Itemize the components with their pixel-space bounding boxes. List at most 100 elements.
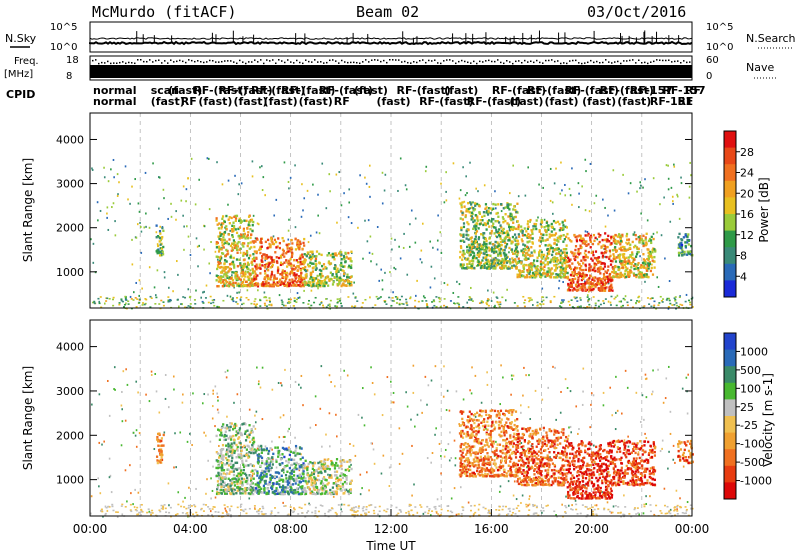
echo-cell [295, 276, 298, 279]
echo-speckle [118, 181, 120, 184]
echo-cell [620, 260, 623, 263]
echo-speckle [627, 192, 630, 195]
echo-cell [237, 240, 240, 244]
ground-scatter-mark [304, 515, 307, 518]
echo-cell [306, 282, 309, 285]
ground-scatter-mark [194, 303, 197, 305]
ground-scatter-mark [426, 505, 429, 508]
echo-cell [460, 228, 463, 232]
ground-scatter-mark [680, 506, 683, 509]
echo-cell [266, 274, 269, 277]
echo-speckle [110, 168, 112, 171]
echo-cell [217, 280, 221, 283]
echo-speckle [226, 294, 229, 297]
ground-scatter-mark [620, 305, 623, 308]
echo-cell [558, 222, 561, 226]
echo-speckle [690, 507, 692, 510]
echo-speckle [462, 166, 464, 169]
ground-scatter-mark [457, 302, 460, 305]
echo-cell [215, 255, 218, 258]
echo-cell [319, 283, 322, 287]
echo-speckle [260, 165, 263, 168]
echo-cell [323, 278, 326, 282]
echo-speckle [593, 444, 595, 447]
echo-cell [648, 262, 652, 266]
echo-cell [222, 282, 226, 285]
echo-cell [563, 251, 566, 254]
ground-scatter-mark [549, 300, 552, 302]
ground-scatter-mark [564, 512, 567, 514]
echo-cell [269, 255, 272, 259]
echo-cell [638, 272, 641, 276]
echo-cell [265, 280, 268, 283]
echo-speckle [593, 202, 596, 205]
ground-scatter-mark [593, 508, 596, 511]
echo-cell [637, 266, 640, 270]
echo-speckle [259, 386, 262, 389]
ground-scatter-mark [675, 307, 678, 310]
echo-cell [255, 251, 258, 255]
echo-cell [600, 278, 603, 281]
echo-cell [245, 219, 248, 223]
ground-scatter-mark [354, 296, 357, 298]
echo-cell [220, 227, 223, 230]
echo-speckle [541, 511, 543, 514]
nave-tick-bottom: 0 [706, 71, 712, 82]
echo-cell [481, 219, 484, 222]
echo-speckle [399, 157, 402, 160]
echo-cell [231, 234, 234, 237]
echo-cell [538, 271, 541, 275]
ground-scatter-mark [542, 509, 545, 512]
ground-scatter-mark [311, 511, 314, 514]
echo-cell [276, 245, 279, 248]
echo-speckle [555, 167, 557, 170]
echo-cell [488, 263, 491, 267]
echo-speckle [689, 161, 691, 164]
ground-scatter-mark [164, 507, 167, 510]
echo-cell [510, 225, 513, 229]
echo-cell [639, 234, 642, 238]
echo-cell [507, 215, 510, 218]
echo-cell [242, 245, 245, 248]
echo-speckle [139, 225, 142, 228]
echo-cell [590, 288, 593, 291]
echo-cell [627, 275, 631, 279]
echo-cell [533, 265, 536, 268]
echo-cell [290, 238, 293, 242]
echo-cell [567, 256, 570, 260]
echo-cell [563, 273, 566, 276]
ground-scatter-mark [513, 302, 516, 304]
ground-scatter-mark [135, 509, 138, 512]
echo-cell [590, 282, 593, 286]
echo-cell [634, 267, 638, 271]
ground-scatter-mark [322, 306, 325, 309]
ground-scatter-mark [458, 305, 461, 308]
echo-cell [470, 243, 473, 246]
nave-point [308, 60, 310, 63]
echo-cell [613, 241, 617, 244]
echo-speckle [302, 209, 304, 212]
echo-speckle [132, 503, 134, 506]
echo-cell [469, 250, 472, 253]
echo-cell [605, 271, 608, 275]
echo-cell [254, 266, 258, 270]
echo-speckle [391, 401, 394, 404]
ground-scatter-mark [277, 511, 280, 514]
ground-scatter-mark [374, 506, 377, 509]
echo-cell [239, 263, 242, 267]
colorbar-segment [724, 180, 736, 198]
echo-cell [483, 242, 486, 246]
echo-speckle [210, 241, 212, 244]
echo-speckle [148, 400, 151, 403]
nave-point [131, 62, 133, 64]
echo-speckle [588, 285, 591, 288]
echo-cell [572, 268, 576, 272]
echo-cell [553, 264, 556, 267]
ground-scatter-mark [356, 514, 359, 516]
echo-cell [263, 283, 266, 286]
echo-cell [545, 255, 548, 258]
ground-scatter-mark [105, 506, 108, 509]
echo-speckle [187, 235, 190, 238]
echo-cell [645, 267, 648, 270]
ground-scatter-mark [676, 304, 679, 307]
